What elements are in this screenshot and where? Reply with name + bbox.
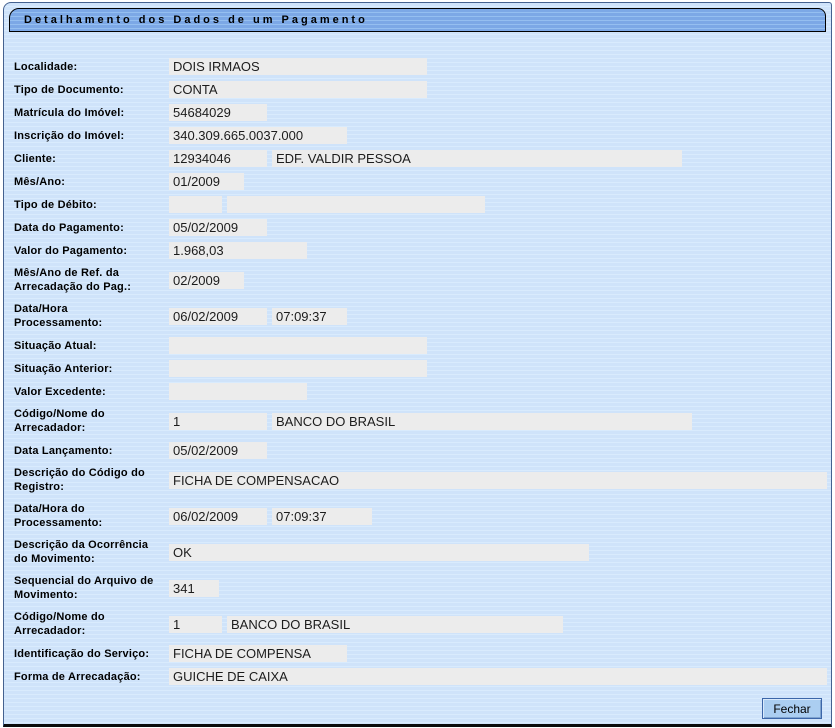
mes-ano-ref-field: 02/2009 xyxy=(169,271,244,289)
situacao-anterior-label: Situação Anterior: xyxy=(14,362,113,375)
arrecadador-2-code-field: 1 xyxy=(169,615,222,633)
row-valor-excedente: Valor Excedente: xyxy=(14,380,822,403)
fechar-button[interactable]: Fechar xyxy=(762,698,822,719)
tipo-debito-label: Tipo de Débito: xyxy=(14,198,97,211)
valor-excedente-label: Valor Excedente: xyxy=(14,385,106,398)
row-tipo-documento: Tipo de Documento: CONTA xyxy=(14,78,822,101)
row-valor-pagamento: Valor do Pagamento: 1.968,03 xyxy=(14,239,822,262)
data-hora-processamento-2-date-field: 06/02/2009 xyxy=(169,507,267,525)
inscricao-imovel-label: Inscrição do Imóvel: xyxy=(14,129,125,142)
sequencial-arquivo-label: Sequencial do Arquivo de Movimento: xyxy=(14,575,154,601)
row-arrecadador-2: Código/Nome do Arrecadador: 1 BANCO DO B… xyxy=(14,606,822,642)
valor-pagamento-field: 1.968,03 xyxy=(169,242,307,259)
identificacao-servico-field: FICHA DE COMPENSA xyxy=(169,645,347,662)
descricao-codigo-registro-field: FICHA DE COMPENSACAO xyxy=(169,471,827,489)
descricao-codigo-registro-label: Descrição do Código do Registro: xyxy=(14,467,145,493)
tipo-documento-label: Tipo de Documento: xyxy=(14,83,124,96)
row-inscricao-imovel: Inscrição do Imóvel: 340.309.665.0037.00… xyxy=(14,124,822,147)
forma-arrecadacao-field: GUICHE DE CAIXA xyxy=(169,668,827,685)
row-situacao-atual: Situação Atual: xyxy=(14,334,822,357)
data-hora-processamento-2-time-field: 07:09:37 xyxy=(272,507,372,525)
row-data-hora-processamento: Data/Hora Processamento: 06/02/2009 07:0… xyxy=(14,298,822,334)
sequencial-arquivo-field: 341 xyxy=(169,579,219,597)
row-data-lancamento: Data Lançamento: 05/02/2009 xyxy=(14,439,822,462)
data-hora-processamento-2-label: Data/Hora do Processamento: xyxy=(14,503,103,529)
data-hora-processamento-date-field: 06/02/2009 xyxy=(169,307,267,325)
data-hora-processamento-label: Data/Hora Processamento: xyxy=(14,303,103,329)
valor-excedente-field xyxy=(169,383,307,400)
row-localidade: Localidade: DOIS IRMAOS xyxy=(14,55,822,78)
valor-pagamento-label: Valor do Pagamento: xyxy=(14,244,128,257)
data-lancamento-field: 05/02/2009 xyxy=(169,442,267,459)
mes-ano-field: 01/2009 xyxy=(169,173,244,190)
tipo-debito-name-field xyxy=(227,196,485,213)
data-pagamento-field: 05/02/2009 xyxy=(169,219,267,236)
dialog-titlebar: Detalhamento dos Dados de um Pagamento xyxy=(9,8,826,32)
inscricao-imovel-field: 340.309.665.0037.000 xyxy=(169,127,347,144)
situacao-atual-label: Situação Atual: xyxy=(14,339,97,352)
tipo-documento-field: CONTA xyxy=(169,81,427,98)
data-lancamento-label: Data Lançamento: xyxy=(14,444,113,457)
cliente-name-field: EDF. VALDIR PESSOA xyxy=(272,150,682,167)
cliente-code-field: 12934046 xyxy=(169,150,267,167)
dialog-title: Detalhamento dos Dados de um Pagamento xyxy=(24,14,368,26)
arrecadador-1-label: Código/Nome do Arrecadador: xyxy=(14,408,105,434)
row-situacao-anterior: Situação Anterior: xyxy=(14,357,822,380)
row-cliente: Cliente: 12934046 EDF. VALDIR PESSOA xyxy=(14,147,822,170)
payment-details-dialog: Detalhamento dos Dados de um Pagamento L… xyxy=(3,2,832,727)
identificacao-servico-label: Identificação do Serviço: xyxy=(14,647,150,660)
localidade-field: DOIS IRMAOS xyxy=(169,58,427,75)
row-arrecadador-1: Código/Nome do Arrecadador: 1 BANCO DO B… xyxy=(14,403,822,439)
arrecadador-1-code-field: 1 xyxy=(169,412,267,430)
arrecadador-1-name-field: BANCO DO BRASIL xyxy=(272,412,692,430)
row-mes-ano-ref: Mês/Ano de Ref. da Arrecadação do Pag.: … xyxy=(14,262,822,298)
descricao-ocorrencia-label: Descrição da Ocorrência do Movimento: xyxy=(14,539,149,565)
row-data-hora-processamento-2: Data/Hora do Processamento: 06/02/2009 0… xyxy=(14,498,822,534)
situacao-anterior-field xyxy=(169,360,427,377)
forma-arrecadacao-label: Forma de Arrecadação: xyxy=(14,670,141,683)
data-hora-processamento-time-field: 07:09:37 xyxy=(272,307,347,325)
row-forma-arrecadacao: Forma de Arrecadação: GUICHE DE CAIXA xyxy=(14,665,827,688)
mes-ano-ref-label: Mês/Ano de Ref. da Arrecadação do Pag.: xyxy=(14,267,132,293)
matricula-imovel-label: Matrícula do Imóvel: xyxy=(14,106,125,119)
data-pagamento-label: Data do Pagamento: xyxy=(14,221,124,234)
arrecadador-2-label: Código/Nome do Arrecadador: xyxy=(14,611,105,637)
row-tipo-debito: Tipo de Débito: xyxy=(14,193,822,216)
row-mes-ano: Mês/Ano: 01/2009 xyxy=(14,170,822,193)
tipo-debito-code-field xyxy=(169,196,222,213)
arrecadador-2-name-field: BANCO DO BRASIL xyxy=(227,615,563,633)
row-sequencial-arquivo: Sequencial do Arquivo de Movimento: 341 xyxy=(14,570,822,606)
localidade-label: Localidade: xyxy=(14,60,78,73)
matricula-imovel-field: 54684029 xyxy=(169,104,267,121)
row-descricao-codigo-registro: Descrição do Código do Registro: FICHA D… xyxy=(14,462,827,498)
row-identificacao-servico: Identificação do Serviço: FICHA DE COMPE… xyxy=(14,642,822,665)
payment-details-form: Localidade: DOIS IRMAOS Tipo de Document… xyxy=(14,55,827,688)
situacao-atual-field xyxy=(169,337,427,354)
descricao-ocorrencia-field: OK xyxy=(169,543,589,561)
cliente-label: Cliente: xyxy=(14,152,56,165)
row-data-pagamento: Data do Pagamento: 05/02/2009 xyxy=(14,216,822,239)
row-descricao-ocorrencia: Descrição da Ocorrência do Movimento: OK xyxy=(14,534,822,570)
row-matricula-imovel: Matrícula do Imóvel: 54684029 xyxy=(14,101,822,124)
mes-ano-label: Mês/Ano: xyxy=(14,175,66,188)
